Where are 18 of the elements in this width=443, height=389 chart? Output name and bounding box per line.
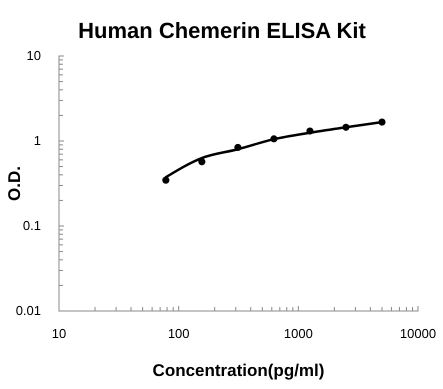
point	[306, 127, 314, 135]
x-tick-label: 10000	[400, 326, 436, 342]
y-tick-label: 0.01	[16, 303, 41, 318]
y-tick-label: 0.1	[22, 218, 41, 234]
point	[162, 176, 170, 184]
point	[378, 118, 386, 126]
point	[198, 158, 206, 166]
x-tick-label: 100	[168, 326, 190, 342]
point	[234, 144, 242, 151]
y-axis-title: O.D.	[5, 166, 24, 201]
y-tick-label: 10	[26, 48, 41, 64]
point	[342, 124, 350, 131]
x-tick-label: 10	[52, 326, 66, 342]
y-tick-label: 1	[34, 133, 41, 148]
x-tick-label: 1000	[284, 326, 313, 342]
chart-title: Human Chemerin ELISA Kit	[78, 18, 367, 43]
x-axis-title: Concentration(pg/ml)	[152, 361, 324, 380]
point	[270, 135, 278, 142]
